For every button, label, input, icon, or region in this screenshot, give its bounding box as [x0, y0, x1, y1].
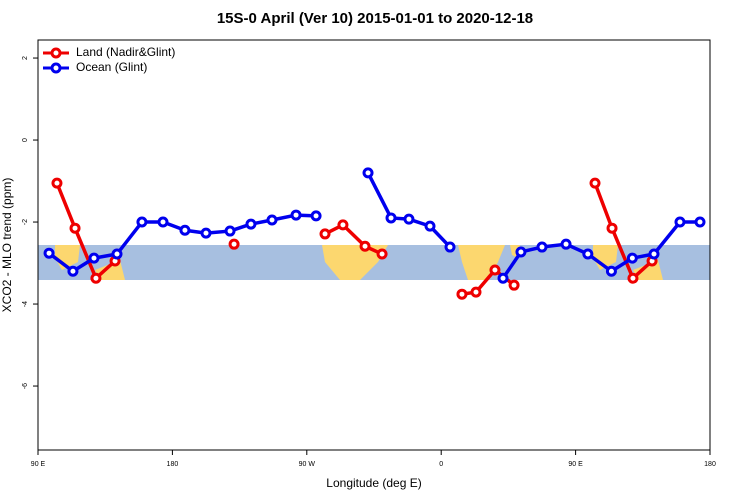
data-point — [90, 272, 102, 284]
data-point — [51, 177, 63, 189]
data-point — [179, 224, 191, 236]
x-tick-label: 90 W — [299, 461, 316, 468]
x-tick-label: 90 E — [31, 461, 46, 468]
data-point — [319, 228, 331, 240]
data-point — [560, 238, 572, 250]
data-point — [515, 246, 527, 258]
land-shape — [55, 245, 125, 280]
data-point — [385, 212, 397, 224]
data-point — [224, 225, 236, 237]
data-point — [497, 272, 509, 284]
data-point — [508, 279, 520, 291]
data-point — [245, 218, 257, 230]
x-tick-label: 90 E — [568, 461, 583, 468]
data-point — [111, 248, 123, 260]
x-tick-label: 180 — [704, 461, 716, 468]
legend-marker — [50, 47, 62, 59]
data-point — [582, 248, 594, 260]
data-point — [536, 241, 548, 253]
y-tick-label: -2 — [22, 219, 29, 225]
series-line — [55, 182, 654, 296]
legend-marker — [50, 62, 62, 74]
data-point — [362, 167, 374, 179]
y-tick-label: -4 — [22, 301, 29, 307]
data-point — [228, 238, 240, 250]
data-point — [489, 264, 501, 276]
legend-label: Land (Nadir&Glint) — [76, 45, 175, 59]
chart-title: 15S-0 April (Ver 10) 2015-01-01 to 2020-… — [217, 10, 533, 27]
data-point — [310, 210, 322, 222]
data-point — [88, 252, 100, 264]
data-point — [648, 248, 660, 260]
data-point — [606, 222, 618, 234]
legend-label: Ocean (Glint) — [76, 60, 147, 74]
data-point — [470, 286, 482, 298]
y-tick-label: -6 — [22, 383, 29, 389]
plot-frame — [37, 39, 711, 451]
data-point — [444, 241, 456, 253]
x-axis-label: Longitude (deg E) — [326, 476, 421, 490]
data-point — [403, 213, 415, 225]
data-point — [589, 177, 601, 189]
data-point — [337, 219, 349, 231]
data-point — [43, 247, 55, 259]
x-tick-label: 0 — [439, 461, 443, 468]
data-point — [136, 216, 148, 228]
land-shape — [322, 245, 388, 280]
data-point — [424, 220, 436, 232]
data-point — [674, 216, 686, 228]
data-point — [605, 265, 617, 277]
data-point — [376, 248, 388, 260]
data-point — [627, 272, 639, 284]
y-tick-label: 2 — [22, 56, 29, 60]
land-shape — [510, 245, 663, 280]
data-point — [266, 214, 278, 226]
data-point — [157, 216, 169, 228]
data-point — [626, 252, 638, 264]
x-tick-label: 180 — [167, 461, 179, 468]
y-axis-label: XCO2 - MLO trend (ppm) — [0, 178, 14, 313]
y-tick-label: 0 — [22, 138, 29, 142]
data-point — [290, 209, 302, 221]
data-point — [67, 265, 79, 277]
data-point — [69, 222, 81, 234]
data-point — [694, 216, 706, 228]
data-point — [456, 288, 468, 300]
land-shape — [458, 245, 505, 280]
data-point — [359, 240, 371, 252]
data-point — [200, 227, 212, 239]
